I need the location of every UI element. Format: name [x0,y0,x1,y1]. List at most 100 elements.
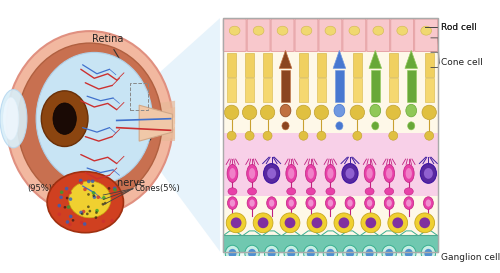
Ellipse shape [68,222,72,226]
Ellipse shape [36,52,152,185]
Polygon shape [148,18,220,251]
Ellipse shape [87,180,90,183]
Ellipse shape [280,213,300,233]
Ellipse shape [88,210,91,212]
Ellipse shape [325,26,336,35]
Ellipse shape [392,217,403,228]
Bar [263,53,272,77]
Ellipse shape [86,213,88,215]
Ellipse shape [264,164,280,183]
Ellipse shape [69,215,72,218]
Ellipse shape [426,200,431,207]
Ellipse shape [424,168,433,179]
Bar [353,78,362,102]
Ellipse shape [286,197,296,209]
Ellipse shape [92,195,96,199]
Ellipse shape [296,105,310,120]
Bar [227,78,236,102]
Ellipse shape [385,249,393,258]
Ellipse shape [226,213,246,233]
Ellipse shape [361,213,380,233]
Ellipse shape [366,217,376,228]
Ellipse shape [230,168,235,179]
Ellipse shape [424,197,434,209]
Ellipse shape [420,164,436,183]
Bar [389,78,398,102]
FancyBboxPatch shape [247,19,270,51]
Ellipse shape [338,217,349,228]
Ellipse shape [408,122,415,130]
Ellipse shape [386,200,392,207]
Ellipse shape [350,105,364,120]
Ellipse shape [47,172,124,233]
Ellipse shape [346,249,354,258]
Polygon shape [405,51,417,68]
Ellipse shape [42,91,88,147]
Ellipse shape [384,188,394,195]
Ellipse shape [104,202,106,204]
Ellipse shape [312,217,322,228]
Polygon shape [144,127,175,141]
Ellipse shape [397,26,407,35]
Ellipse shape [66,205,70,209]
Bar [317,78,326,102]
Ellipse shape [53,103,76,134]
Ellipse shape [282,122,289,130]
Ellipse shape [406,200,411,207]
Ellipse shape [326,197,336,209]
Ellipse shape [6,31,173,215]
Ellipse shape [248,249,256,258]
Ellipse shape [113,188,116,192]
Ellipse shape [306,188,316,195]
FancyBboxPatch shape [295,19,318,51]
Polygon shape [144,107,175,139]
Ellipse shape [72,219,74,222]
Ellipse shape [415,213,434,233]
Ellipse shape [230,200,235,207]
Ellipse shape [384,197,394,209]
Ellipse shape [68,197,72,201]
Ellipse shape [299,131,308,140]
Bar [389,53,398,77]
Ellipse shape [226,245,239,262]
Ellipse shape [269,200,274,207]
Ellipse shape [250,200,254,207]
Ellipse shape [326,249,334,258]
Ellipse shape [284,245,298,262]
Polygon shape [333,51,345,68]
Ellipse shape [308,200,314,207]
Polygon shape [139,105,172,141]
Ellipse shape [365,188,374,195]
FancyBboxPatch shape [223,19,246,51]
Ellipse shape [386,168,392,179]
Ellipse shape [382,245,396,262]
Text: Retina: Retina [92,34,135,85]
Ellipse shape [260,105,274,120]
Ellipse shape [307,249,315,258]
Ellipse shape [346,168,354,179]
Ellipse shape [348,200,352,207]
Ellipse shape [245,131,254,140]
Ellipse shape [386,105,400,120]
FancyBboxPatch shape [415,19,438,51]
Ellipse shape [304,245,318,262]
Ellipse shape [277,26,288,35]
Ellipse shape [113,186,116,190]
Ellipse shape [343,245,357,262]
Ellipse shape [342,164,358,183]
Ellipse shape [286,164,296,182]
Ellipse shape [68,191,72,194]
Ellipse shape [80,221,84,224]
Ellipse shape [268,249,276,258]
Ellipse shape [349,26,360,35]
Bar [299,78,308,102]
Ellipse shape [314,105,328,120]
Ellipse shape [345,197,355,209]
Ellipse shape [406,168,412,179]
Ellipse shape [372,122,379,130]
Ellipse shape [422,105,436,120]
Ellipse shape [94,216,97,219]
Ellipse shape [96,195,100,199]
Ellipse shape [404,188,413,195]
Ellipse shape [83,188,87,191]
